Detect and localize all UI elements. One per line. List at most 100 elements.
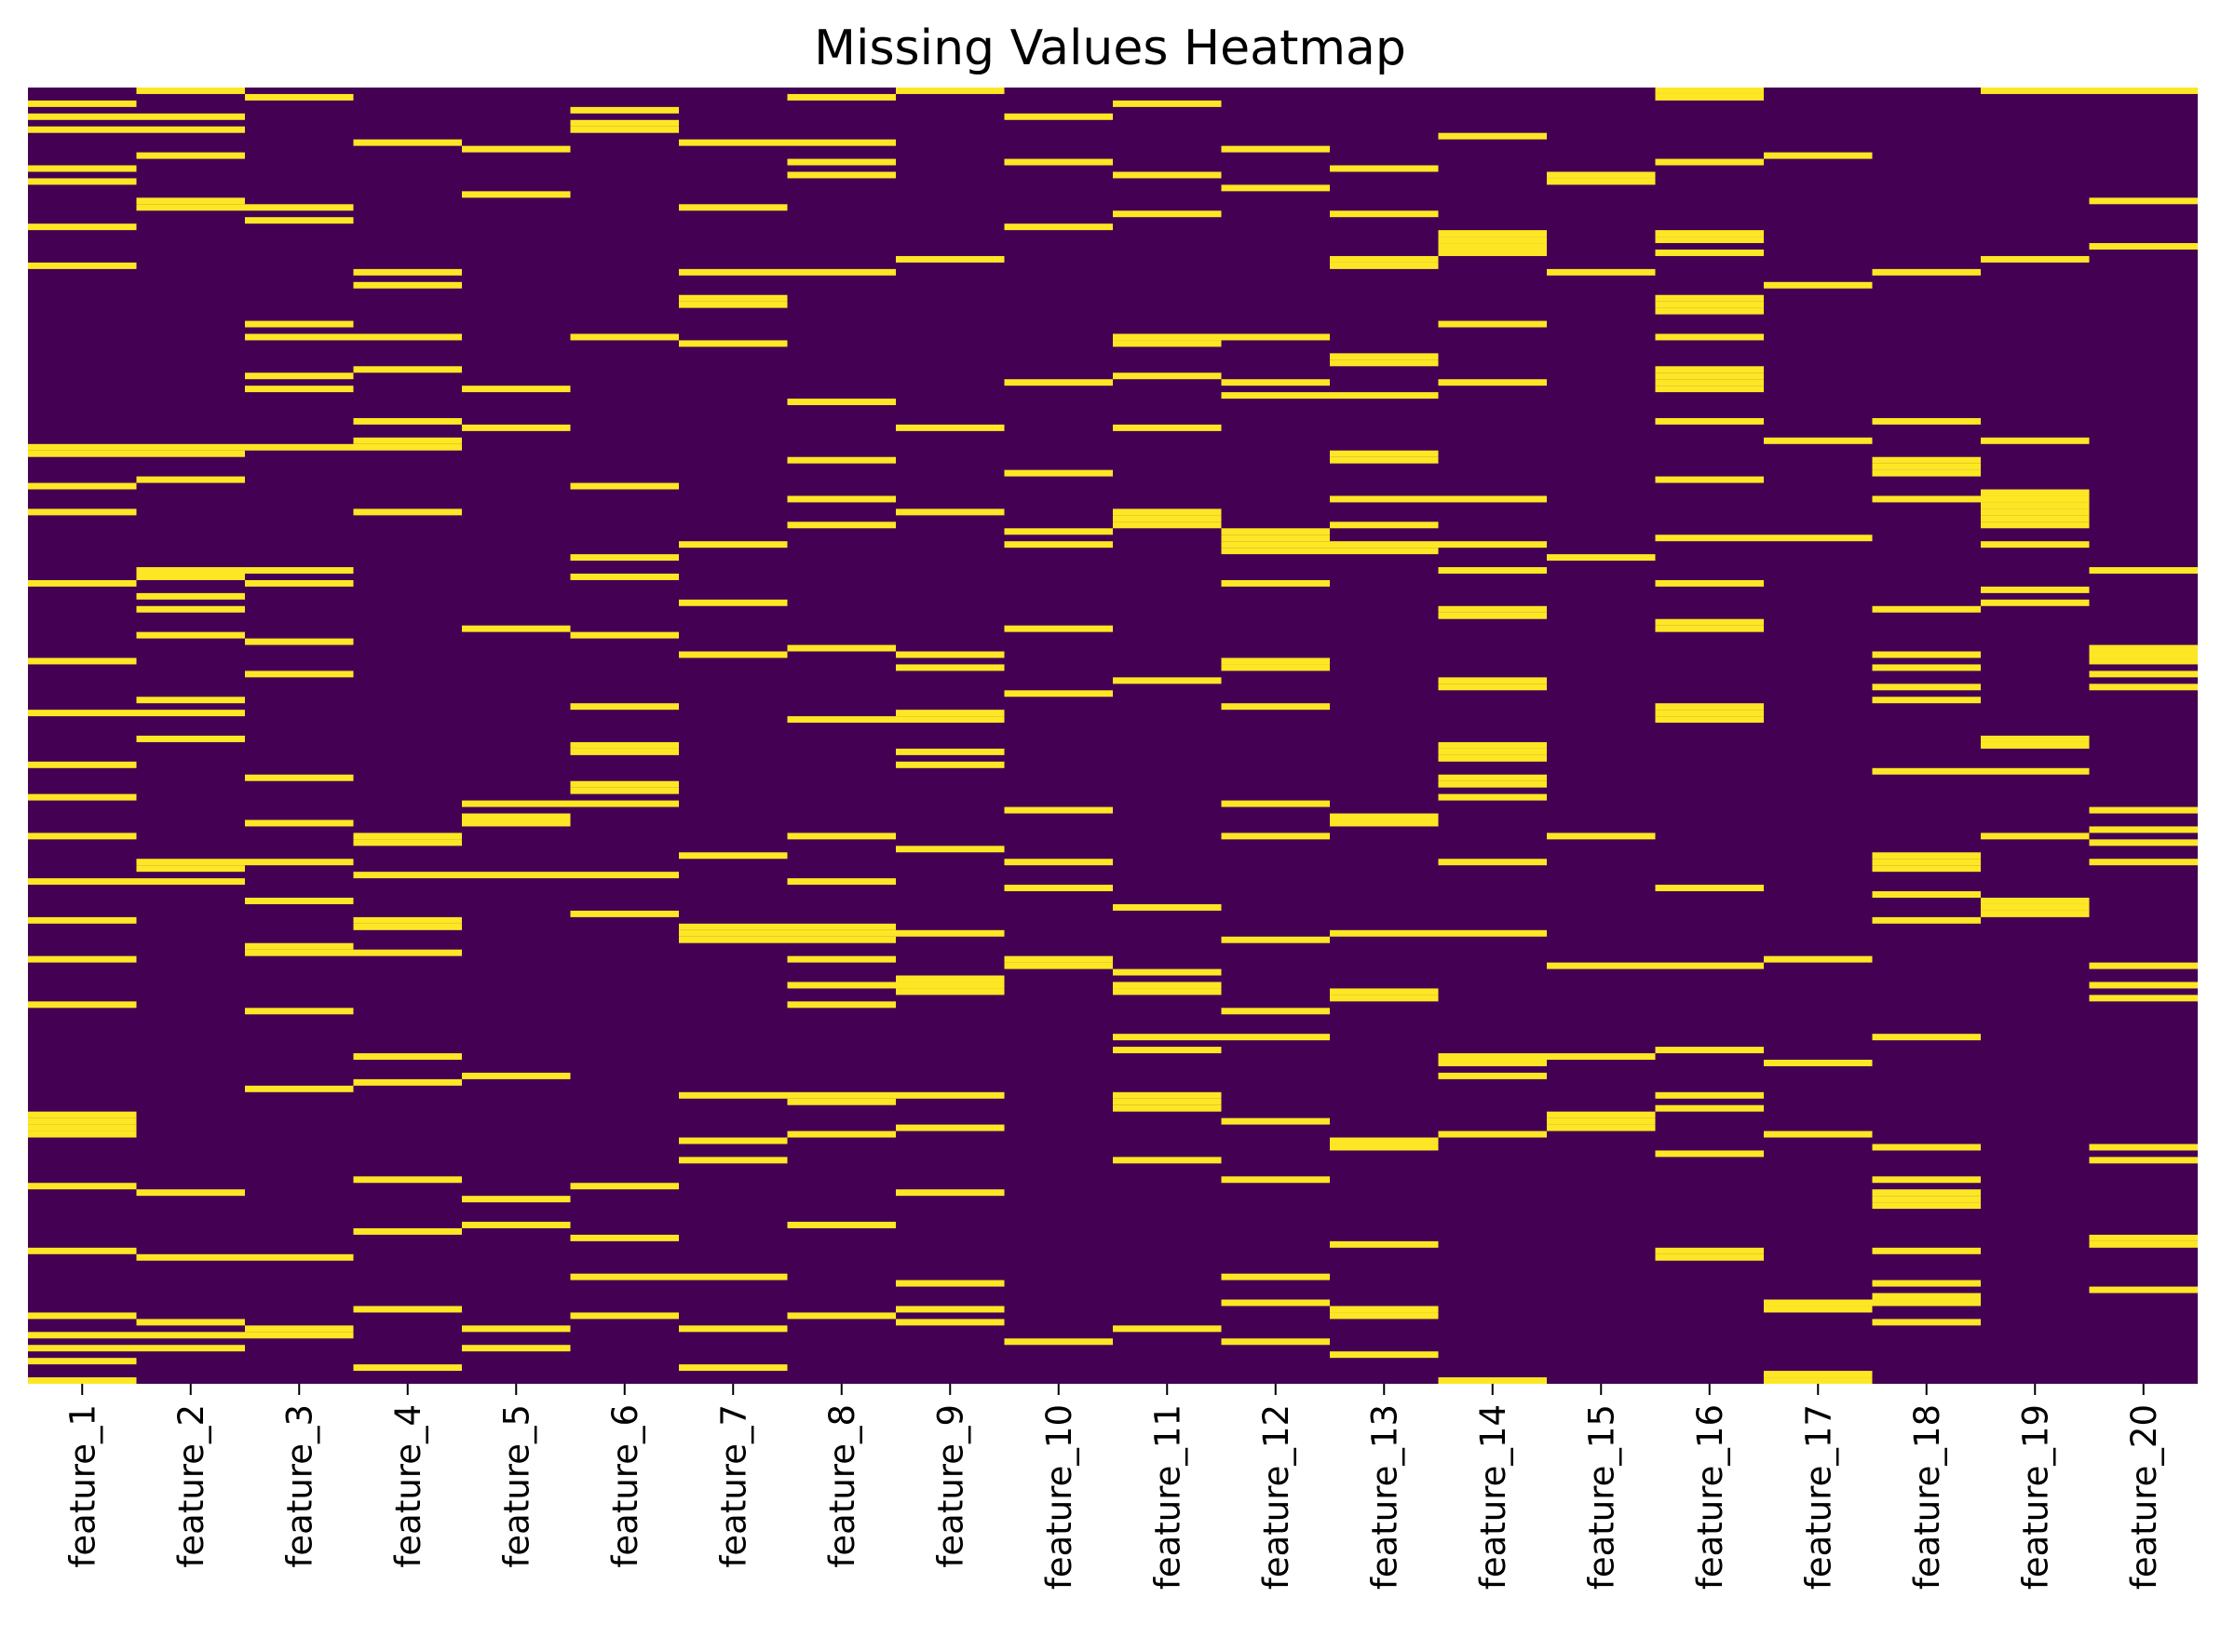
missing-cell	[1330, 819, 1439, 827]
missing-cell	[1004, 955, 1113, 963]
missing-cell	[1330, 255, 1439, 263]
missing-cell	[1330, 210, 1439, 218]
missing-cell	[1004, 690, 1113, 697]
missing-cell	[896, 508, 1005, 516]
x-tick-label: feature_8	[822, 1404, 862, 1568]
missing-cell	[136, 450, 245, 457]
missing-cell	[896, 929, 1005, 937]
x-tick-label: feature_12	[1256, 1404, 1296, 1590]
missing-cell	[896, 664, 1005, 671]
missing-cell	[1221, 936, 1330, 943]
missing-cell	[679, 1325, 788, 1333]
missing-cell	[136, 1345, 245, 1352]
missing-cell	[570, 554, 679, 562]
missing-cell	[1872, 1196, 1981, 1203]
missing-cell	[136, 605, 245, 613]
missing-cell	[1113, 1034, 1222, 1041]
missing-cell	[1221, 800, 1330, 807]
missing-cell	[136, 126, 245, 133]
missing-cell	[1764, 1306, 1873, 1313]
missing-cell	[1981, 833, 2090, 840]
missing-cell	[787, 833, 896, 840]
missing-cell	[245, 819, 354, 827]
missing-cell	[1655, 417, 1764, 425]
missing-cell	[1655, 372, 1764, 380]
missing-cell	[1872, 495, 1981, 503]
missing-cell	[1330, 392, 1439, 399]
missing-cell	[353, 916, 462, 924]
missing-cell	[1872, 651, 1981, 658]
missing-cell	[787, 1091, 896, 1099]
missing-cell	[245, 372, 354, 380]
missing-cell	[1113, 1157, 1222, 1164]
missing-cell	[896, 1091, 1005, 1099]
missing-cell	[353, 417, 462, 425]
missing-cell	[136, 197, 245, 205]
missing-cell	[136, 859, 245, 866]
missing-cell	[1764, 1371, 1873, 1378]
missing-cell	[1981, 437, 2090, 444]
missing-cell	[1655, 1150, 1764, 1158]
missing-cell	[2089, 859, 2198, 866]
missing-cell	[1221, 1008, 1330, 1015]
missing-cell	[1330, 495, 1439, 503]
missing-cell	[2089, 826, 2198, 833]
x-tick-label: feature_11	[1147, 1404, 1187, 1590]
missing-cell	[1438, 1072, 1547, 1079]
missing-cell	[1438, 1053, 1547, 1060]
missing-cell	[1221, 528, 1330, 535]
missing-cell	[245, 949, 354, 956]
missing-cell	[570, 741, 679, 749]
missing-cell	[1438, 1060, 1547, 1066]
missing-cell	[570, 780, 679, 788]
missing-cell	[896, 424, 1005, 431]
missing-cell	[28, 1247, 137, 1254]
missing-cell	[462, 1222, 571, 1228]
missing-cell	[1330, 353, 1439, 360]
missing-cell	[1221, 392, 1330, 399]
missing-cell	[1764, 955, 1873, 963]
missing-cell	[787, 1098, 896, 1105]
missing-cell	[2089, 657, 2198, 665]
missing-cell	[1438, 684, 1547, 691]
missing-cell	[136, 697, 245, 704]
missing-cell	[1113, 372, 1222, 380]
missing-cell	[1221, 379, 1330, 386]
missing-cell	[353, 1078, 462, 1086]
missing-cell	[28, 113, 137, 120]
missing-cell	[787, 521, 896, 529]
x-tick-label: feature_3	[279, 1404, 319, 1568]
missing-cell	[1221, 145, 1330, 153]
missing-cell	[28, 1377, 137, 1384]
missing-cell	[462, 1196, 571, 1203]
missing-cell	[1004, 859, 1113, 866]
missing-cell	[787, 268, 896, 276]
missing-cell	[353, 923, 462, 930]
missing-cell	[2089, 839, 2198, 846]
missing-cell	[245, 1325, 354, 1333]
missing-cell	[1547, 171, 1656, 179]
missing-cell	[1872, 916, 1981, 924]
x-tick-label: feature_6	[605, 1404, 645, 1568]
missing-cell	[1221, 333, 1330, 341]
missing-cell	[896, 761, 1005, 768]
x-tick-label: feature_4	[388, 1404, 428, 1568]
missing-cell	[896, 1280, 1005, 1287]
missing-cell	[1655, 710, 1764, 717]
missing-cell	[570, 748, 679, 755]
missing-cell	[1330, 450, 1439, 457]
missing-cell	[570, 800, 679, 807]
missing-cell	[1872, 852, 1981, 860]
missing-cell	[28, 579, 137, 587]
missing-cell	[570, 482, 679, 490]
missing-cell	[136, 113, 245, 120]
missing-cell	[1547, 554, 1656, 562]
missing-cell	[28, 1124, 137, 1131]
missing-cell	[896, 651, 1005, 658]
missing-cell	[2089, 995, 2198, 1002]
missing-cell	[1655, 618, 1764, 626]
missing-cell	[2089, 243, 2198, 250]
missing-cell	[1438, 495, 1547, 503]
missing-cell	[1221, 703, 1330, 711]
missing-cell	[353, 443, 462, 451]
